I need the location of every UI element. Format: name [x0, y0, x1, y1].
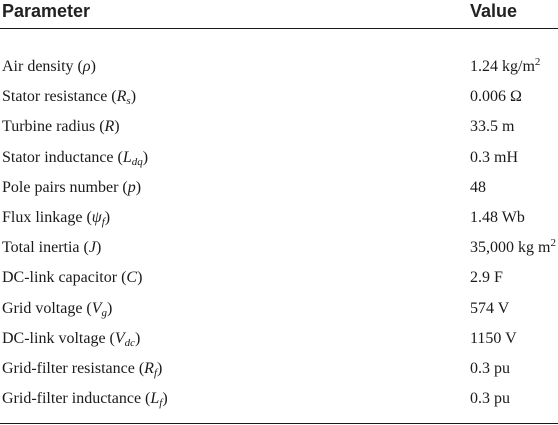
- parameter-close-paren: ): [114, 118, 120, 136]
- parameter-close-paren: ): [142, 148, 149, 166]
- parameter-label: Flux linkage (: [2, 209, 92, 226]
- parameter-symbol-subscript: f: [101, 216, 105, 228]
- parameter-symbol-subscript: g: [101, 306, 108, 319]
- parameter-close-paren: ): [157, 360, 163, 377]
- value-text: 2.9 F: [470, 269, 503, 287]
- table-header-row: Parameter Value: [0, 0, 558, 40]
- parameter-symbol: ψ: [91, 209, 102, 226]
- value-cell: 33.5 m: [470, 117, 514, 137]
- parameter-symbol-subscript: dq: [131, 155, 143, 168]
- header-parameter: Parameter: [2, 1, 91, 21]
- table-row: Flux linkage (ψf) 1.48 Wb: [0, 208, 558, 238]
- parameter-close-paren: ): [130, 88, 137, 106]
- table-row: Pole pairs number (p) 48: [0, 178, 558, 208]
- parameter-cell: Total inertia (J): [2, 238, 101, 258]
- parameter-label: Pole pairs number (: [2, 178, 128, 196]
- header-rule: [0, 28, 558, 29]
- parameter-symbol: L: [150, 390, 160, 408]
- value-text: 0.3 pu: [470, 360, 510, 377]
- value-text: 48: [470, 178, 486, 196]
- parameter-label: Grid voltage (: [2, 299, 92, 317]
- table-row: DC-link voltage (Vdc) 1150 V: [0, 329, 558, 359]
- parameter-cell: Grid-filter resistance (Rf): [2, 359, 162, 379]
- value-cell: 48: [470, 178, 486, 198]
- parameter-label: Stator inductance (: [2, 148, 123, 166]
- table-row: Total inertia (J) 35,000 kg m2: [0, 238, 558, 268]
- parameter-symbol: V: [91, 299, 102, 317]
- parameter-label: DC-link capacitor (: [2, 269, 127, 287]
- parameter-cell: Air density (ρ): [2, 57, 96, 77]
- value-text: 35,000 kg m: [470, 239, 551, 257]
- parameter-close-paren: ): [90, 58, 96, 75]
- value-cell: 0.006 Ω: [470, 87, 522, 107]
- parameter-label: Grid-filter resistance (: [2, 360, 145, 377]
- parameter-symbol-subscript: s: [126, 95, 131, 108]
- value-text: 0.3 mH: [470, 148, 518, 166]
- parameter-cell: Flux linkage (ψf): [2, 208, 110, 228]
- table-row: Turbine radius (R) 33.5 m: [0, 117, 558, 147]
- parameter-cell: Grid-filter inductance (Lf): [2, 389, 168, 409]
- parameter-symbol: R: [116, 88, 127, 106]
- parameter-label: Turbine radius (: [2, 118, 105, 136]
- value-cell: 2.9 F: [470, 268, 503, 288]
- value-unit-superscript: 2: [550, 237, 556, 250]
- value-cell: 0.3 pu: [470, 389, 510, 409]
- parameter-close-paren: ): [135, 178, 142, 196]
- parameter-symbol: R: [104, 118, 115, 136]
- parameter-label: Total inertia (: [2, 239, 89, 257]
- value-text: 1150 V: [470, 329, 517, 347]
- value-text: 574 V: [470, 299, 510, 317]
- table-row: Stator resistance (Rs) 0.006 Ω: [0, 87, 558, 117]
- table-row: DC-link capacitor (C) 2.9 F: [0, 268, 558, 298]
- parameter-close-paren: ): [104, 209, 111, 226]
- parameter-close-paren: ): [95, 239, 102, 257]
- value-cell: 0.3 pu: [470, 359, 510, 379]
- parameter-label: Air density (: [2, 58, 83, 75]
- parameter-symbol: J: [88, 239, 96, 257]
- value-cell: 1.24 kg/m2: [470, 57, 540, 77]
- parameter-close-paren: ): [137, 269, 143, 287]
- parameter-close-paren: ): [107, 299, 113, 317]
- value-cell: 1.48 Wb: [470, 208, 525, 228]
- header-value: Value: [470, 1, 518, 21]
- parameter-cell: DC-link capacitor (C): [2, 268, 142, 288]
- value-unit-superscript: 2: [534, 56, 541, 68]
- bottom-rule: [0, 423, 558, 424]
- parameter-symbol-subscript: f: [159, 397, 163, 410]
- parameter-cell: Turbine radius (R): [2, 117, 120, 137]
- parameter-close-paren: ): [135, 329, 141, 347]
- value-cell: 35,000 kg m2: [470, 238, 556, 258]
- parameter-symbol: R: [144, 360, 154, 377]
- parameter-label: Stator resistance (: [2, 88, 117, 106]
- parameter-label: Grid-filter inductance (: [2, 390, 151, 408]
- table-row: Grid voltage (Vg) 574 V: [0, 299, 558, 329]
- parameter-symbol: V: [114, 329, 125, 347]
- value-cell: 0.3 mH: [470, 148, 518, 168]
- value-text: 33.5 m: [470, 118, 515, 136]
- value-text: 1.24 kg/m: [470, 58, 535, 75]
- value-text: 0.3 pu: [470, 390, 510, 408]
- parameter-cell: Stator resistance (Rs): [2, 87, 136, 107]
- table-row: Grid-filter inductance (Lf) 0.3 pu: [0, 389, 558, 419]
- parameter-symbol: C: [126, 269, 138, 287]
- parameter-symbol: ρ: [82, 58, 91, 75]
- parameter-cell: DC-link voltage (Vdc): [2, 329, 140, 349]
- parameter-close-paren: ): [162, 390, 168, 408]
- parameter-symbol: L: [122, 148, 132, 166]
- parameter-symbol-subscript: dc: [124, 336, 136, 349]
- parameter-symbol: p: [127, 178, 136, 196]
- value-text: 0.006 Ω: [470, 88, 522, 106]
- table-row: Air density (ρ) 1.24 kg/m2: [0, 57, 558, 87]
- value-text: 1.48 Wb: [470, 209, 525, 226]
- parameter-symbol-subscript: f: [153, 367, 157, 379]
- value-cell: 1150 V: [470, 329, 517, 349]
- parameter-cell: Grid voltage (Vg): [2, 299, 112, 319]
- table-row: Stator inductance (Ldq) 0.3 mH: [0, 148, 558, 178]
- parameter-cell: Stator inductance (Ldq): [2, 148, 148, 168]
- parameter-label: DC-link voltage (: [2, 329, 115, 347]
- parameter-cell: Pole pairs number (p): [2, 178, 141, 198]
- value-cell: 574 V: [470, 299, 509, 319]
- table-row: Grid-filter resistance (Rf) 0.3 pu: [0, 359, 558, 389]
